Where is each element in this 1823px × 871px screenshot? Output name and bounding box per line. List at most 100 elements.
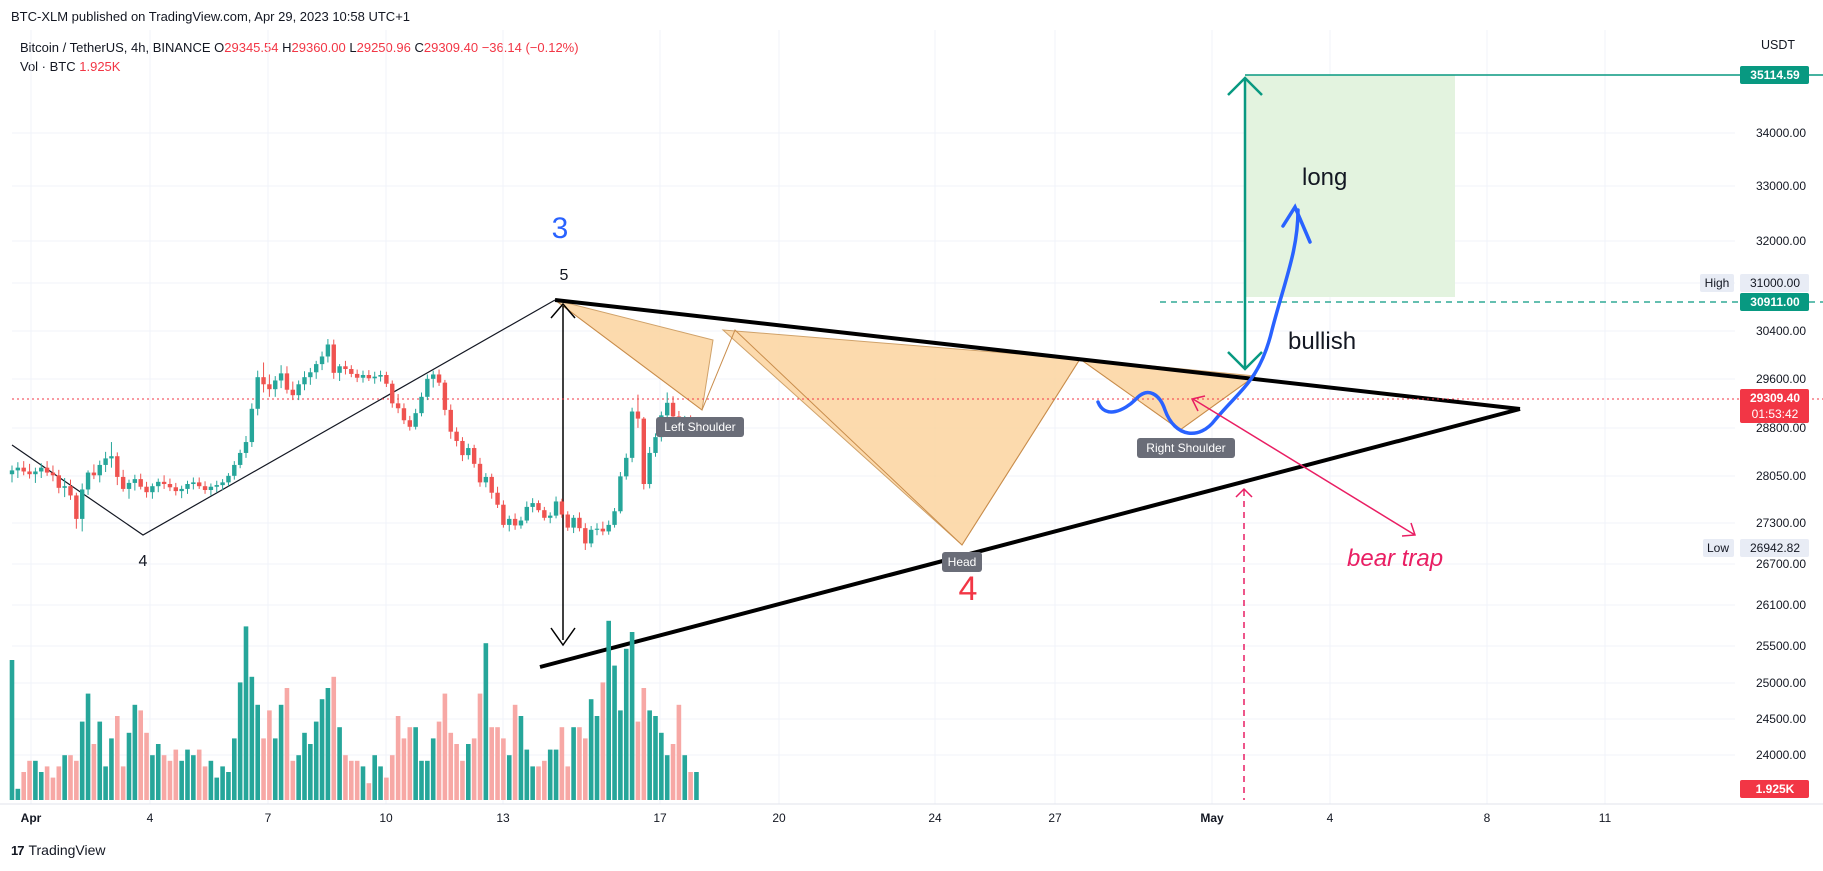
- candle-body: [553, 501, 559, 516]
- candle-body: [173, 487, 178, 492]
- volume-bar: [442, 693, 448, 800]
- candle-body: [354, 373, 360, 378]
- time-axis[interactable]: Apr 4 7 10 13 17 20 24 27 May 4 8 11: [21, 811, 1612, 825]
- volume-bar: [466, 744, 471, 800]
- price-tick-label: 27300.00: [1756, 516, 1806, 530]
- candle-body: [325, 344, 331, 357]
- candle-body: [243, 442, 249, 453]
- volume-bar: [460, 760, 465, 800]
- volume-bar: [659, 732, 664, 800]
- volume-bar: [126, 732, 132, 800]
- volume-bar: [325, 688, 331, 800]
- long-annotation: long: [1302, 164, 1347, 191]
- candle-body: [50, 472, 56, 476]
- candle-body: [337, 366, 342, 373]
- price-tick-label: 30400.00: [1756, 324, 1806, 338]
- ohlc-high: H29360.00: [282, 40, 346, 55]
- candle-body: [372, 376, 377, 379]
- volume-bar: [302, 732, 307, 800]
- candle-body: [308, 372, 313, 378]
- volume-bar: [588, 699, 594, 800]
- volume-bar: [290, 760, 296, 800]
- candle-body: [132, 479, 138, 483]
- candlestick-series: [9, 339, 711, 550]
- price-tick-label: 34000.00: [1756, 126, 1806, 140]
- target-price-text: 35114.59: [1750, 68, 1800, 82]
- volume-bar: [577, 727, 582, 800]
- candle-body: [208, 486, 214, 491]
- tradingview-logo[interactable]: 17 TradingView: [11, 842, 106, 858]
- ohlc-close: C29309.40: [414, 40, 479, 55]
- high-line-text: 30911.00: [1750, 295, 1800, 309]
- candle-body: [214, 485, 219, 487]
- candle-body: [512, 518, 518, 526]
- support-line: [539, 407, 1521, 669]
- bear-trap-arrow: [1192, 398, 1416, 536]
- volume-bar: [378, 766, 383, 800]
- candle-body: [349, 369, 354, 374]
- candle-body: [314, 364, 319, 373]
- candle-body: [103, 458, 108, 465]
- volume-bar: [606, 620, 611, 800]
- volume-bar: [56, 766, 62, 800]
- volume-bar: [676, 704, 682, 800]
- volume-bar: [395, 716, 401, 800]
- candle-body: [653, 437, 658, 453]
- volume-bar: [150, 755, 155, 800]
- low-value-badge: [1740, 539, 1809, 557]
- volume-bar: [243, 626, 249, 800]
- projection-arrowhead: [1281, 203, 1312, 244]
- volume-bar: [267, 710, 272, 800]
- candle-body: [477, 463, 483, 483]
- volume-bar: [641, 688, 647, 800]
- candle-body: [21, 467, 26, 472]
- volume-bar: [220, 766, 225, 800]
- symbol-name[interactable]: Bitcoin / TetherUS, 4h, BINANCE: [20, 40, 211, 55]
- candle-body: [483, 476, 489, 483]
- volume-bar: [401, 738, 407, 800]
- candle-body: [343, 366, 348, 370]
- candle-body: [454, 431, 459, 441]
- candle-body: [44, 467, 50, 473]
- price-axis[interactable]: 34000.0033000.0032000.0031000.0030400.00…: [1756, 126, 1806, 762]
- time-tick-label: May: [1200, 811, 1224, 825]
- candle-body: [120, 476, 126, 489]
- volume-bar: [477, 693, 483, 800]
- candle-body: [635, 411, 641, 419]
- time-tick-label: 10: [379, 811, 393, 825]
- candle-body: [249, 408, 255, 443]
- ohlc-low: L29250.96: [349, 40, 411, 55]
- volume-bar: [237, 682, 243, 800]
- price-tick-label: 26700.00: [1756, 557, 1806, 571]
- candle-body: [612, 511, 617, 525]
- volume-label[interactable]: Vol · BTC: [20, 59, 76, 74]
- wave-5-label: 5: [560, 267, 569, 284]
- time-tick-label: 13: [496, 811, 510, 825]
- high-tag: [1700, 274, 1734, 292]
- candle-body: [126, 482, 132, 489]
- candle-body: [507, 518, 512, 525]
- head-tag: [942, 552, 982, 572]
- candle-body: [401, 408, 407, 421]
- volume-bar: [694, 772, 699, 800]
- candle-body: [319, 356, 325, 365]
- volume-bar: [308, 744, 313, 800]
- volume-series: [9, 620, 699, 800]
- currency-label[interactable]: USDT: [1760, 38, 1795, 52]
- volume-bar: [138, 710, 143, 800]
- volume-bar: [489, 727, 494, 800]
- candle-body: [290, 389, 295, 396]
- price-tick-label: 29600.00: [1756, 372, 1806, 386]
- wave-3-label: 3: [552, 212, 569, 245]
- wave-4-label: 4: [959, 570, 978, 608]
- volume-bar: [161, 755, 167, 800]
- volume-bar: [682, 755, 688, 800]
- volume-bar: [132, 704, 138, 800]
- resistance-line: [554, 298, 1521, 411]
- candle-body: [237, 452, 243, 465]
- candle-body: [80, 489, 85, 519]
- candle-body: [74, 495, 79, 519]
- candle-body: [284, 373, 290, 390]
- candle-body: [559, 501, 565, 515]
